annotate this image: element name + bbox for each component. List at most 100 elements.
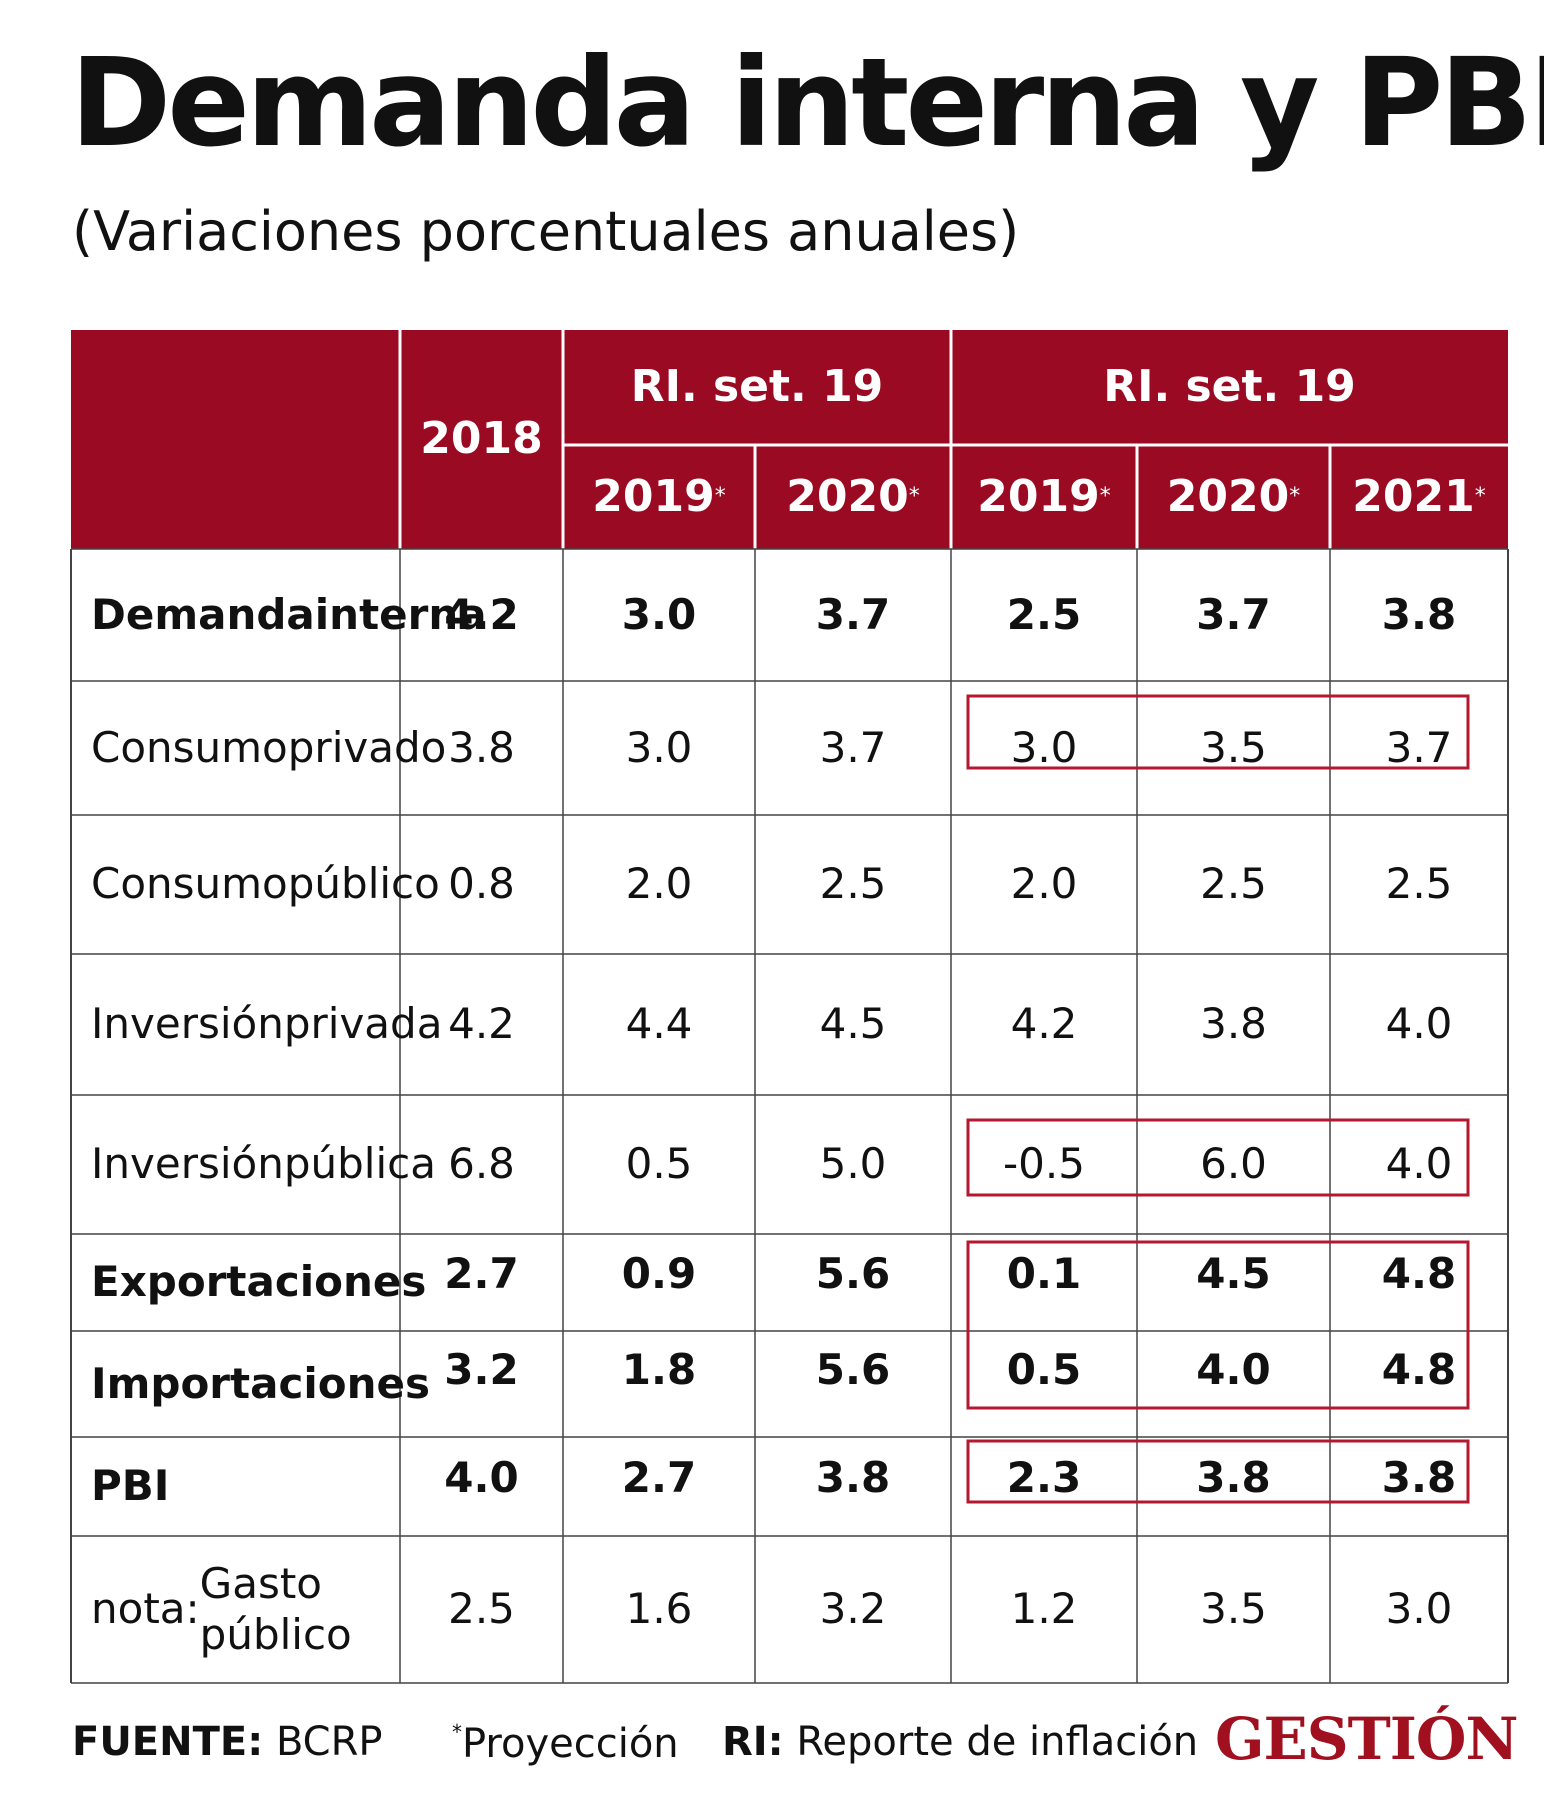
chart-subtitle: (Variaciones porcentuales anuales) [72,200,1020,263]
table-cell-value: 3.8 [448,722,515,772]
row-label-line: Inversión [91,1139,284,1189]
header-year: 2019 [592,470,715,522]
row-label: Exportaciones [71,1234,426,1331]
table-cell-value: 0.1 [1006,1249,1082,1299]
projection-mark: * [1289,483,1301,509]
table-cell-value: 4.5 [819,999,887,1049]
row-label: Demanda interna [71,549,487,681]
table-cell-value: 2.5 [448,1584,515,1634]
header-subcolumn: 2020 * [1137,445,1330,549]
table-cell-value: 3.5 [1200,722,1267,772]
table-cell-value: 4.2 [448,999,515,1049]
projection-mark: * [908,483,920,509]
table-cell-value: 3.8 [1381,589,1457,639]
projection-mark: * [714,483,726,509]
table-cell-value: 3.7 [819,722,887,772]
highlight-box [966,1439,1470,1504]
highlight-box [966,1240,1470,1410]
table-cell-value: 0.5 [1006,1344,1082,1394]
table-cell-value: 4.0 [1385,999,1453,1049]
row-label-line: Gasto público [199,1559,352,1659]
table-cell-value: 3.7 [815,589,891,639]
table-cell-value: 3.0 [1010,722,1078,772]
table-cell-value: 3.5 [1200,1584,1267,1634]
row-label: Consumo privado [71,681,446,815]
header-subcolumn: 2019 * [563,445,755,549]
table-cell-value: 2.5 [819,859,887,909]
table-cell-value: 3.2 [819,1584,887,1634]
row-label-line: público [287,859,440,909]
table-cell-value: 3.2 [444,1344,519,1394]
table-cell-value: 3.8 [1200,999,1267,1049]
row-label: Inversión pública [71,1095,436,1234]
table-cell-value: 5.6 [815,1344,891,1394]
table-cell-value: 3.0 [625,722,693,772]
table-cell-value: 5.0 [819,1139,887,1189]
table-cell-value: 4.5 [1196,1249,1271,1299]
table-cell-value: 0.9 [621,1249,697,1299]
ri-note: RI: Reporte de inflación [722,1722,1198,1762]
table-cell-value: 3.0 [1385,1584,1453,1634]
table-cell-value: 1.2 [1010,1584,1078,1634]
row-label-line: nota: [91,1584,200,1634]
highlight-box [966,694,1470,770]
table-cell-value: 6.0 [1200,1139,1267,1189]
table-cell-value: 2.3 [1006,1453,1082,1503]
row-label-line: Demanda [91,589,315,639]
row-label-line: Exportaciones [91,1257,427,1307]
table-cell-value: 3.8 [1196,1453,1271,1503]
header-subcolumn: 2021 * [1330,445,1508,549]
table-cell-value: -0.5 [1003,1139,1085,1189]
chart-title: Demanda interna y PBI [70,32,1544,174]
row-label-line: PBI [91,1461,170,1511]
table-cell-value: 2.7 [621,1453,697,1503]
row-label-line: privado [287,722,447,772]
header-year: 2020 [1166,470,1290,522]
header-year: 2021 [1352,470,1475,522]
table-cell-value: 1.6 [625,1584,693,1634]
header-group-2: RI. set. 19 [1103,361,1356,413]
table-cell-value: 1.8 [621,1344,697,1394]
table-cell-value: 2.5 [1200,859,1267,909]
projection-note: *Proyección [452,1722,679,1764]
header-subcolumn: 2020 * [755,445,951,549]
row-label: nota: Gasto público [71,1536,400,1683]
projection-mark: * [1099,483,1111,509]
highlight-box [966,1118,1470,1197]
header-band [71,330,1508,549]
header-group-1: RI. set. 19 [630,361,884,413]
row-label-line: Inversión [91,999,284,1049]
row-label-line: Consumo [91,859,288,909]
table-cell-value: 4.2 [1010,999,1078,1049]
table-cell-value: 2.0 [625,859,693,909]
row-label: PBI [71,1437,400,1536]
source-label: FUENTE: [72,1719,264,1765]
table-cell-value: 3.8 [1381,1453,1457,1503]
source-value: BCRP [275,1719,383,1765]
table-cell-value: 2.5 [1006,589,1082,639]
table-cell-value: 2.7 [444,1249,519,1299]
row-label: Consumo público [71,815,440,954]
source-note: FUENTE: BCRP [72,1722,383,1762]
table-cell-value: 0.8 [448,859,515,909]
table-cell-value: 2.5 [1385,859,1453,909]
ri-label: RI: [722,1719,784,1765]
table-cell-value: 0.5 [625,1139,693,1189]
gestion-logo: GESTIÓN [1215,1705,1518,1773]
row-label-line: interna [314,589,487,639]
table-cell-value: 5.6 [815,1249,891,1299]
row-label-line: pública [283,1139,436,1189]
projection-text: Proyección [462,1721,679,1767]
header-year: 2019 [977,470,1100,522]
header-year: 2020 [786,470,909,522]
table-cell-value: 4.0 [444,1453,519,1503]
table-cell-value: 4.4 [625,999,693,1049]
row-label: Inversión privada [71,954,442,1095]
row-label: Importaciones [71,1331,430,1437]
table-cell-value: 4.8 [1381,1344,1457,1394]
header-year-2018: 2018 [420,413,543,465]
ri-text: Reporte de inflación [796,1719,1199,1765]
table-cell-value: 3.7 [1196,589,1271,639]
